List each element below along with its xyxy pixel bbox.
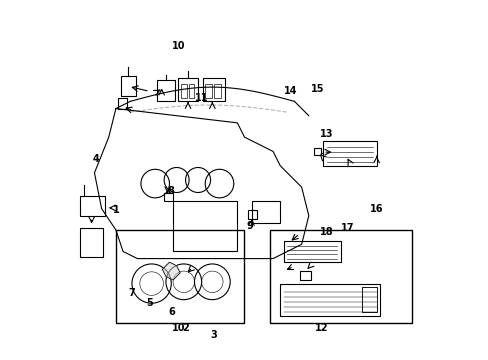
Bar [121, 76, 135, 96]
Text: 10: 10 [171, 323, 185, 333]
Bar [299, 271, 310, 280]
Text: 9: 9 [246, 221, 253, 231]
Bar [362, 287, 376, 312]
Bar [205, 84, 212, 98]
Bar [178, 78, 198, 102]
Text: 5: 5 [146, 298, 153, 308]
Bar [214, 84, 221, 98]
Text: 1: 1 [112, 205, 119, 215]
Bar [203, 78, 224, 102]
Bar [116, 230, 244, 323]
Text: 4: 4 [93, 154, 100, 163]
Bar [164, 193, 173, 202]
Text: 8: 8 [167, 186, 174, 196]
Text: 3: 3 [210, 330, 217, 341]
Text: 12: 12 [314, 323, 327, 333]
Bar [251, 202, 280, 223]
Bar [283, 241, 340, 262]
Bar [157, 80, 175, 102]
Text: 7: 7 [128, 288, 135, 297]
Bar [247, 210, 257, 219]
Text: 13: 13 [319, 129, 333, 139]
Text: 14: 14 [284, 86, 297, 96]
Text: 15: 15 [310, 84, 324, 94]
Bar [80, 196, 105, 216]
Text: 16: 16 [369, 203, 383, 213]
Bar [80, 228, 103, 257]
Bar [118, 98, 126, 109]
Bar [181, 84, 186, 98]
Bar [323, 141, 376, 166]
Text: 18: 18 [319, 227, 333, 237]
Polygon shape [162, 262, 180, 280]
Text: 2: 2 [182, 323, 188, 333]
Text: 17: 17 [341, 223, 354, 233]
Bar [313, 148, 321, 155]
Bar [189, 84, 194, 98]
Bar [280, 284, 380, 316]
Text: 10: 10 [171, 41, 185, 51]
Text: 11: 11 [195, 93, 208, 103]
Bar [269, 230, 411, 323]
Text: 6: 6 [167, 307, 174, 317]
Bar [173, 202, 237, 251]
